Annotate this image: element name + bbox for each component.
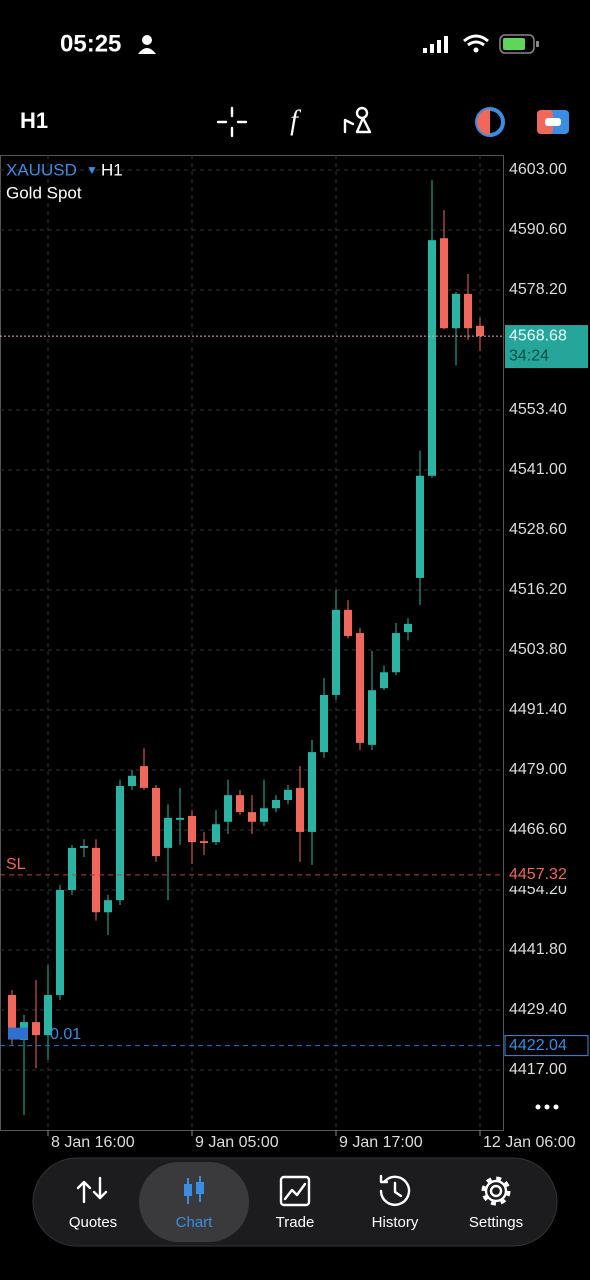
candle-body xyxy=(368,690,376,745)
candle-body xyxy=(200,841,208,844)
history-icon xyxy=(379,1174,411,1206)
account-button[interactable] xyxy=(475,107,505,137)
candle-body xyxy=(308,752,316,832)
stop-loss-price-bg xyxy=(505,863,590,886)
active-tab-highlight xyxy=(139,1162,249,1242)
candle-body xyxy=(284,789,292,800)
chart-icon xyxy=(184,1176,204,1204)
tab-label[interactable]: Chart xyxy=(176,1214,214,1231)
candle-body xyxy=(332,609,340,695)
candle-body xyxy=(140,766,148,788)
indicators-button[interactable]: f xyxy=(290,105,301,136)
tab-label[interactable]: History xyxy=(372,1214,419,1231)
stop-loss-label: SL xyxy=(6,856,26,873)
settings-icon xyxy=(481,1176,511,1206)
y-tick-label: 4603.00 xyxy=(509,161,567,178)
order-price-box xyxy=(504,1035,589,1057)
status-icons xyxy=(138,34,539,54)
tab-bar xyxy=(32,1157,558,1247)
x-tick-label: 9 Jan 05:00 xyxy=(195,1134,279,1151)
y-tick-label: 4491.40 xyxy=(509,701,567,718)
candle-body xyxy=(104,900,112,913)
candle-body xyxy=(380,672,388,689)
x-tick-label: 12 Jan 06:00 xyxy=(483,1134,576,1151)
y-tick-label: 4553.40 xyxy=(509,401,567,418)
candle-body xyxy=(416,475,424,578)
symbol-description: Gold Spot xyxy=(6,183,82,202)
candle-body xyxy=(236,795,244,813)
candle-body xyxy=(128,775,136,786)
y-tick-label: 4479.00 xyxy=(509,761,567,778)
order-icon xyxy=(8,1027,28,1040)
candle-body xyxy=(464,293,472,329)
objects-button[interactable] xyxy=(343,106,372,134)
candle-body xyxy=(356,633,364,743)
candle-body xyxy=(404,623,412,633)
candle-body xyxy=(56,890,64,995)
candle-body xyxy=(248,812,256,822)
y-tick-label: 4578.20 xyxy=(509,281,567,298)
candle-body xyxy=(452,293,460,329)
x-tick-label: 9 Jan 17:00 xyxy=(339,1134,423,1151)
candle-body xyxy=(440,238,448,329)
tab-label[interactable]: Trade xyxy=(276,1214,315,1231)
y-tick-label: 4503.80 xyxy=(509,641,567,658)
candle-body xyxy=(476,325,484,336)
order-volume: 0.01 xyxy=(50,1026,81,1043)
candle-body xyxy=(44,995,52,1036)
candle-body xyxy=(296,787,304,832)
y-tick-label: 4516.20 xyxy=(509,581,567,598)
symbol-timeframe: H1 xyxy=(101,160,123,179)
order-price: 4422.04 xyxy=(509,1037,567,1054)
status-time: 05:25 xyxy=(60,30,121,57)
candle-body xyxy=(272,800,280,809)
svg-text:f: f xyxy=(290,105,301,136)
candle-body xyxy=(116,785,124,901)
y-tick-label: 4528.60 xyxy=(509,521,567,538)
crosshair-button[interactable] xyxy=(216,106,248,138)
y-tick-label: 4541.00 xyxy=(509,461,567,478)
candle-body xyxy=(164,817,172,848)
candle-body xyxy=(392,633,400,673)
tab-label[interactable]: Settings xyxy=(469,1214,523,1231)
symbol[interactable]: XAUUSD xyxy=(6,160,77,179)
trade-button[interactable] xyxy=(537,110,569,134)
candle-body xyxy=(176,817,184,820)
candle-body xyxy=(8,995,16,1036)
candle-body xyxy=(188,815,196,843)
candle-body xyxy=(320,695,328,753)
candle-body xyxy=(68,847,76,890)
symbol-dropdown[interactable]: ▼ xyxy=(86,163,98,177)
more-button[interactable] xyxy=(535,1104,559,1110)
candle-body xyxy=(428,240,436,476)
candle-body xyxy=(92,847,100,913)
candle-body xyxy=(224,795,232,822)
y-tick-label: 4441.80 xyxy=(509,941,567,958)
y-tick-label: 4417.00 xyxy=(509,1061,567,1078)
current-price-box xyxy=(505,325,588,369)
bar-countdown: 34:24 xyxy=(509,347,549,364)
y-tick-label: 4429.40 xyxy=(509,1001,567,1018)
stop-loss-price: 4457.32 xyxy=(509,866,567,883)
x-tick-label: 8 Jan 16:00 xyxy=(51,1134,135,1151)
candle-body xyxy=(80,845,88,848)
candle-body xyxy=(260,808,268,822)
current-price: 4568.68 xyxy=(509,327,567,344)
y-tick-label: 4590.60 xyxy=(509,221,567,238)
tab-label[interactable]: Quotes xyxy=(69,1214,117,1231)
candle-body xyxy=(32,1022,40,1036)
quotes-icon xyxy=(76,1176,108,1204)
timeframe-button[interactable]: H1 xyxy=(20,108,48,133)
candle-body xyxy=(152,787,160,857)
candle-body xyxy=(212,824,220,843)
y-tick-label: 4466.60 xyxy=(509,821,567,838)
candle-body xyxy=(344,609,352,636)
plot xyxy=(0,155,503,1130)
chart-frame xyxy=(0,155,504,1131)
trade-icon xyxy=(279,1175,311,1207)
